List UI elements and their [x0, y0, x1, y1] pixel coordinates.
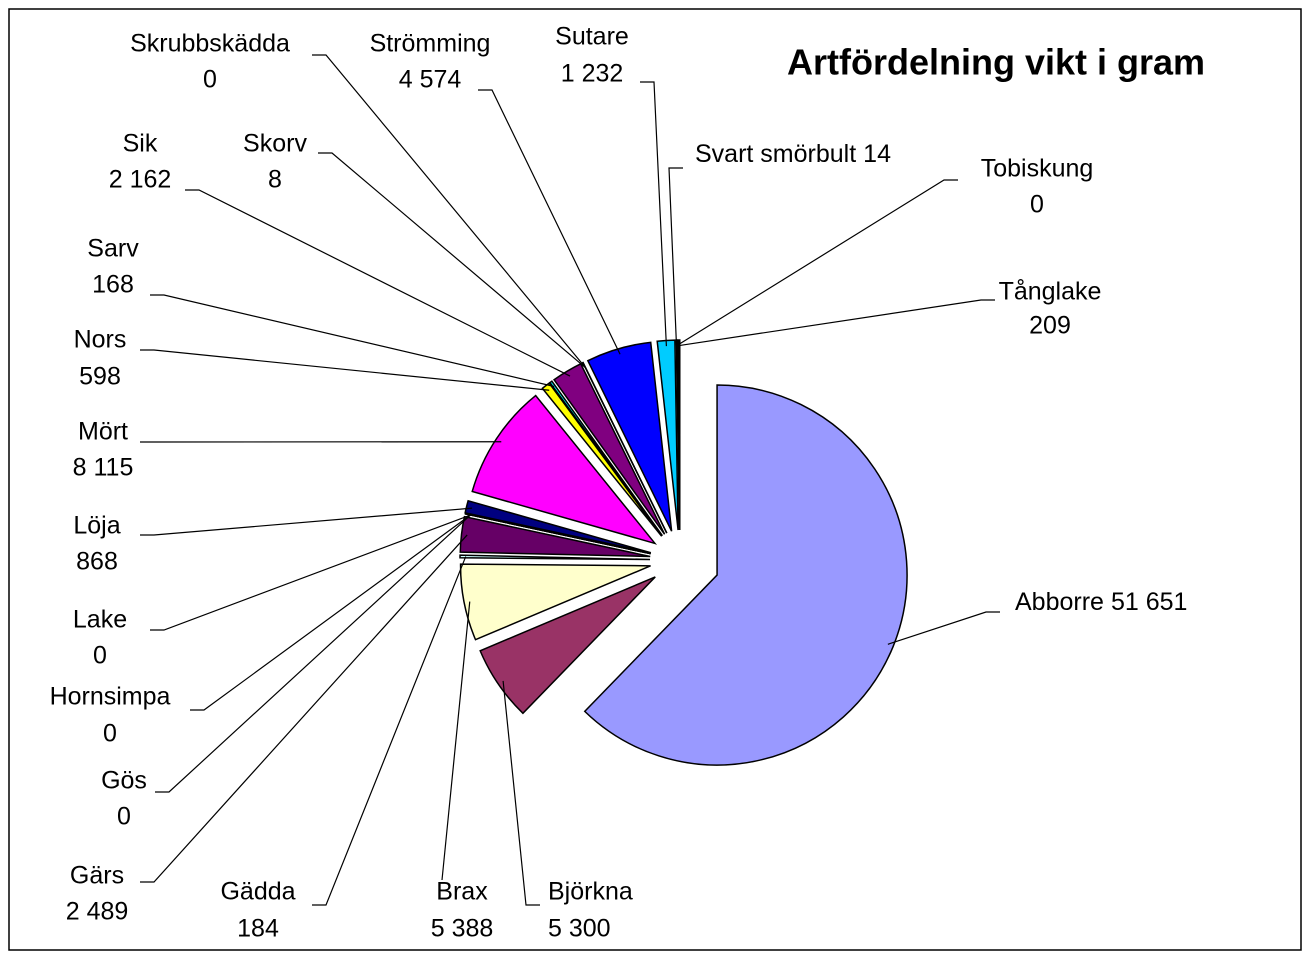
- pie-slice: [548, 380, 663, 537]
- value-label: 0: [117, 803, 131, 831]
- category-label: Brax: [436, 878, 488, 906]
- leader-line: [140, 534, 468, 883]
- value-label: 868: [76, 548, 118, 576]
- data-label: Abborre 51 651: [1015, 588, 1187, 616]
- chart-title: Artfördelning vikt i gram: [787, 42, 1205, 83]
- category-label: Sutare: [555, 23, 629, 51]
- pie-slice: [675, 339, 681, 531]
- leader-line: [312, 556, 467, 906]
- value-label: 5 388: [431, 915, 494, 943]
- leader-line: [502, 680, 540, 906]
- leader-line: [140, 507, 473, 536]
- pie-slice: [583, 384, 908, 766]
- category-label: Gädda: [220, 878, 295, 906]
- value-label: 0: [103, 720, 117, 748]
- pie-slice: [459, 563, 651, 641]
- value-label: 0: [93, 642, 107, 670]
- pie-slice: [541, 382, 663, 537]
- leader-line: [150, 514, 471, 631]
- pie-slice: [479, 576, 656, 715]
- category-label: Löja: [73, 512, 120, 540]
- data-label: Svart smörbult 14: [695, 140, 891, 168]
- value-label: 0: [1030, 191, 1044, 219]
- value-label: 4 574: [399, 66, 462, 94]
- leader-line: [640, 81, 667, 347]
- category-label: Sik: [123, 130, 158, 158]
- category-label: Sarv: [87, 235, 139, 263]
- pie-slice: [471, 394, 658, 545]
- value-label: 14: [863, 140, 891, 168]
- leader-line: [887, 611, 1000, 645]
- value-label: 51 651: [1111, 588, 1187, 616]
- category-label: Hornsimpa: [50, 683, 171, 711]
- leader-line: [312, 54, 586, 369]
- pie-slice: [459, 515, 651, 558]
- leader-line: [678, 299, 995, 347]
- value-label: 598: [79, 363, 121, 391]
- leader-line: [676, 179, 958, 347]
- pie-slice: [582, 362, 668, 534]
- leader-line: [478, 89, 621, 355]
- leader-line: [318, 152, 586, 369]
- category-label: Björkna: [548, 878, 633, 906]
- value-label: 2 489: [66, 898, 129, 926]
- leader-line: [150, 294, 555, 388]
- value-label: 2 162: [109, 166, 172, 194]
- category-label: Abborre: [1015, 588, 1104, 616]
- category-label: Tobiskung: [981, 155, 1094, 183]
- leader-line: [155, 514, 471, 793]
- category-label: Skrubbskädda: [130, 30, 290, 58]
- value-label: 184: [237, 915, 279, 943]
- value-label: 168: [92, 271, 134, 299]
- pie-slice: [586, 341, 673, 532]
- value-label: 8 115: [73, 454, 134, 482]
- category-label: Tånglake: [999, 278, 1102, 306]
- category-label: Skorv: [243, 130, 307, 158]
- value-label: 8: [268, 166, 282, 194]
- leader-line: [441, 601, 471, 881]
- category-label: Svart smörbult: [695, 140, 856, 168]
- leader-line: [140, 349, 550, 391]
- category-label: Gös: [101, 767, 147, 795]
- value-label: 5 300: [548, 915, 611, 943]
- pie-slice: [464, 499, 652, 554]
- category-label: Strömming: [370, 30, 491, 58]
- leader-line: [668, 167, 683, 346]
- category-label: Nors: [74, 326, 127, 354]
- category-label: Lake: [73, 606, 127, 634]
- pie-slice: [459, 554, 651, 561]
- leader-line: [185, 189, 571, 377]
- value-label: 209: [1029, 312, 1071, 340]
- category-label: Gärs: [70, 862, 124, 890]
- value-label: 0: [203, 66, 217, 94]
- category-label: Mört: [78, 418, 128, 446]
- leader-line: [190, 514, 471, 711]
- value-label: 1 232: [561, 60, 624, 88]
